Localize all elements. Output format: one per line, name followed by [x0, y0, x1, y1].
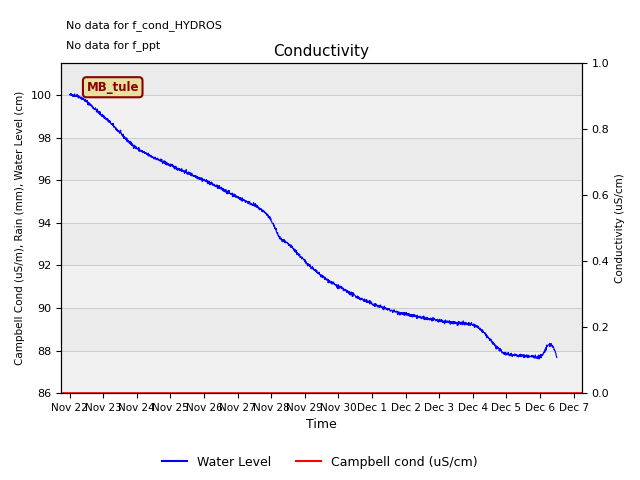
- Legend: Water Level, Campbell cond (uS/cm): Water Level, Campbell cond (uS/cm): [157, 451, 483, 474]
- Text: No data for f_ppt: No data for f_ppt: [67, 40, 161, 51]
- Y-axis label: Conductivity (uS/cm): Conductivity (uS/cm): [615, 173, 625, 283]
- Text: MB_tule: MB_tule: [86, 81, 139, 94]
- Title: Conductivity: Conductivity: [274, 44, 370, 59]
- Text: No data for f_cond_HYDROS: No data for f_cond_HYDROS: [67, 20, 222, 31]
- X-axis label: Time: Time: [307, 419, 337, 432]
- Bar: [61, 180, 582, 223]
- Bar: [61, 95, 582, 138]
- Bar: [61, 265, 582, 308]
- Bar: [61, 350, 582, 393]
- Y-axis label: Campbell Cond (uS/m), Rain (mm), Water Level (cm): Campbell Cond (uS/m), Rain (mm), Water L…: [15, 91, 25, 365]
